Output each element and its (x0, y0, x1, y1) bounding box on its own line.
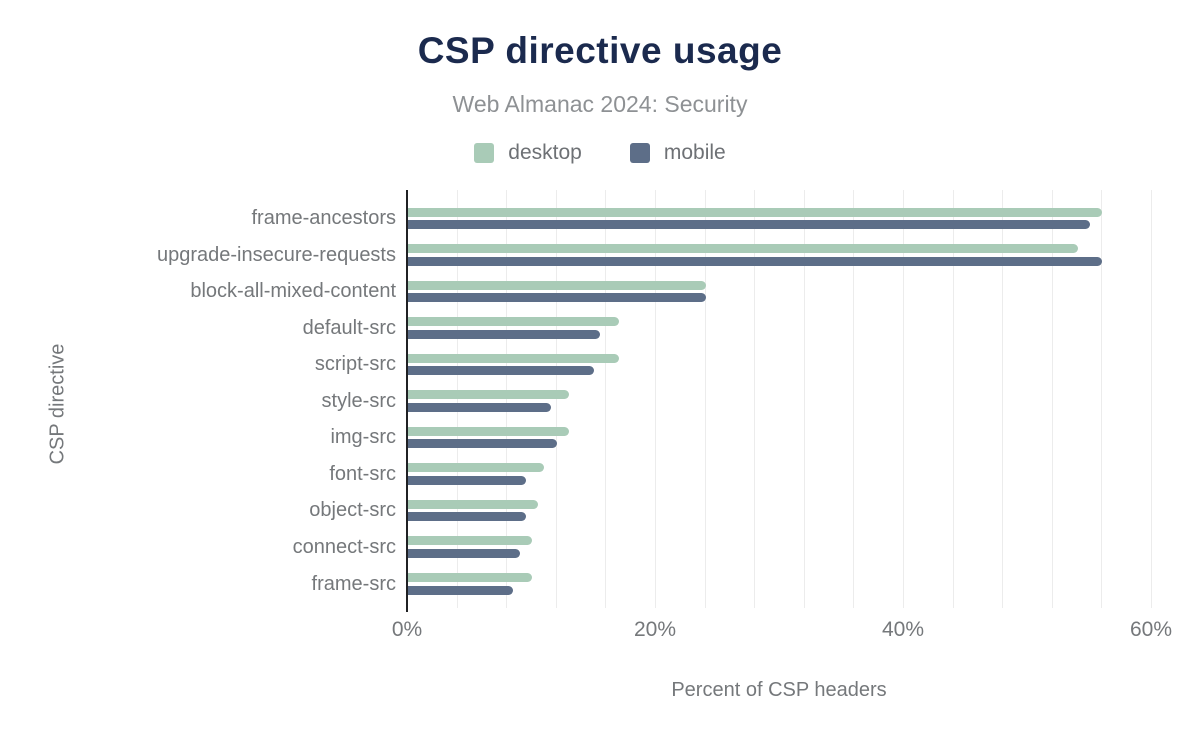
gridline-36 (853, 190, 855, 608)
bar-desktop-default-src (408, 317, 619, 327)
gridline-20 (655, 190, 656, 608)
bar-mobile-upgrade-insecure-requests (408, 256, 1103, 266)
gridline-60 (1151, 190, 1152, 608)
legend-label-desktop: desktop (508, 141, 582, 164)
category-label-script-src: script-src (314, 353, 396, 376)
gridline-32 (803, 190, 805, 608)
bar-mobile-script-src (408, 366, 594, 376)
bar-mobile-frame-ancestors (408, 220, 1090, 229)
legend: desktop mobile (0, 141, 1200, 165)
category-label-frame-src: frame-src (311, 572, 396, 595)
chart-subtitle: Web Almanac 2024: Security (452, 91, 748, 117)
legend-item-mobile: mobile (629, 141, 726, 165)
x-axis-title: Percent of CSP headers (671, 679, 887, 701)
category-label-frame-ancestors: frame-ancestors (251, 207, 397, 229)
legend-item-desktop: desktop (474, 141, 582, 165)
bar-mobile-frame-src (408, 585, 514, 595)
x-tick-label-60%: 60% (1129, 618, 1173, 641)
bar-desktop-img-src (408, 426, 570, 436)
bar-desktop-frame-src (408, 573, 532, 582)
category-label-upgrade-insecure-requests: upgrade-insecure-requests (156, 243, 396, 266)
gridline-44 (952, 190, 954, 608)
gridline-40 (903, 190, 904, 608)
bar-mobile-font-src (408, 475, 526, 485)
x-tick-label-0%: 0% (391, 618, 423, 641)
bar-desktop-upgrade-insecure-requests (408, 244, 1078, 254)
bar-mobile-default-src (408, 329, 601, 339)
y-axis-category-labels: frame-ancestors upgrade-insecure-requests… (0, 190, 396, 608)
bar-desktop-object-src (408, 499, 539, 509)
category-label-font-src: font-src (329, 462, 396, 485)
bar-mobile-object-src (408, 512, 526, 522)
gridline-24 (704, 190, 706, 608)
mobile-swatch-icon (629, 143, 650, 163)
category-label-style-src: style-src (321, 389, 396, 412)
gridline-16 (605, 190, 607, 608)
bar-mobile-style-src (408, 402, 551, 412)
legend-label-mobile: mobile (663, 141, 726, 164)
bar-desktop-block-all-mixed-content (408, 280, 706, 290)
bar-mobile-block-all-mixed-content (408, 293, 706, 303)
chart-title: CSP directive usage (417, 30, 783, 71)
bar-desktop-style-src (408, 390, 570, 400)
category-label-img-src: img-src (330, 426, 396, 449)
desktop-swatch-icon (474, 143, 495, 163)
gridline-48 (1002, 190, 1004, 608)
category-label-object-src: object-src (309, 499, 396, 522)
y-axis-title: CSP directive (46, 343, 69, 465)
y-axis-line (406, 190, 408, 612)
x-tick-label-20%: 20% (633, 618, 677, 641)
bar-mobile-connect-src (408, 548, 520, 558)
bar-desktop-font-src (408, 463, 545, 473)
gridline-56 (1101, 190, 1103, 608)
bar-desktop-frame-ancestors (408, 207, 1103, 217)
bar-mobile-img-src (408, 439, 557, 449)
plot-area (406, 190, 1152, 612)
x-axis-tick-labels: 0% 20% 40% 60% (392, 618, 1172, 644)
gridline-52 (1051, 190, 1053, 608)
bar-desktop-connect-src (408, 536, 532, 546)
category-label-connect-src: connect-src (292, 535, 396, 558)
bar-desktop-script-src (408, 353, 619, 363)
gridline-28 (754, 190, 756, 608)
category-label-block-all-mixed-content: block-all-mixed-content (190, 280, 396, 303)
category-label-default-src: default-src (302, 316, 396, 339)
x-tick-label-40%: 40% (881, 618, 925, 641)
